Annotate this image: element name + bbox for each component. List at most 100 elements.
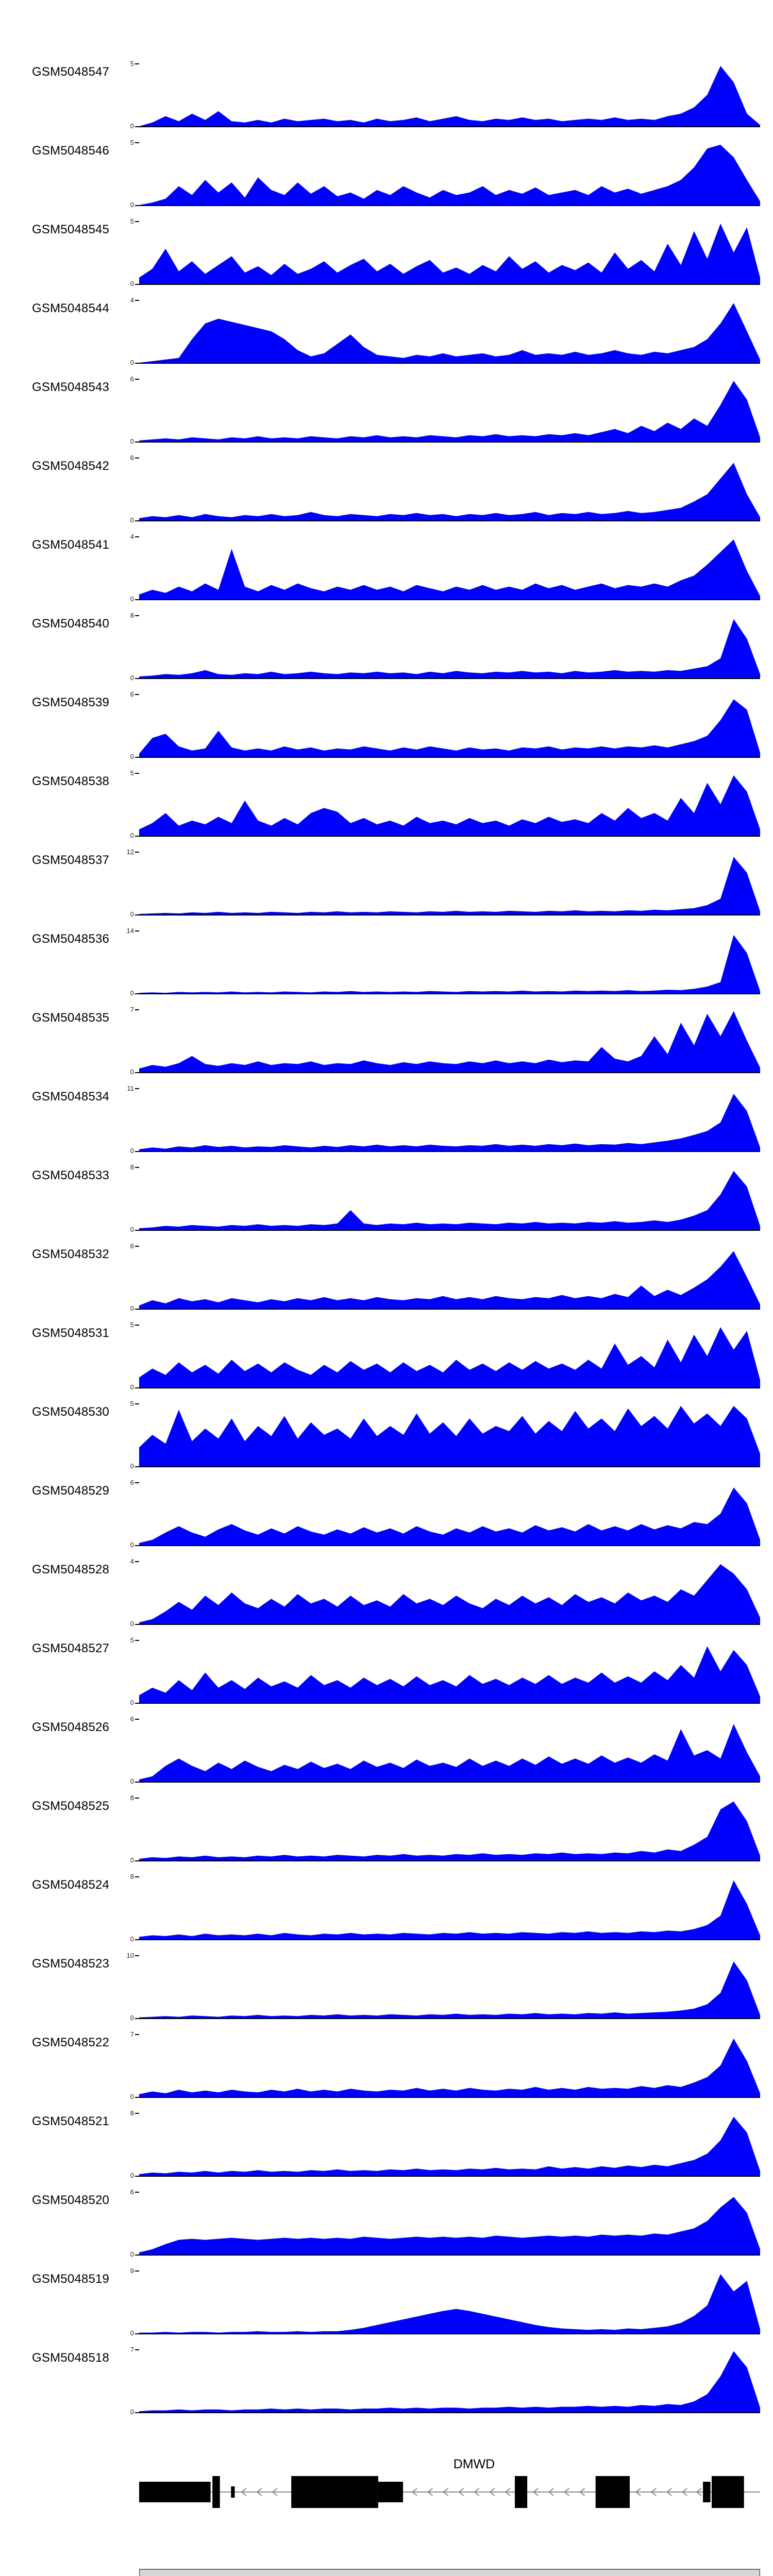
y-axis-zero-tick: 0 <box>130 1383 134 1391</box>
y-axis-max-tickmark <box>135 63 139 64</box>
coverage-track: GSM5048525 8 0 <box>0 1786 773 1865</box>
y-axis-zero-tick: 0 <box>130 832 134 839</box>
coverage-polygon <box>139 1171 760 1230</box>
coverage-track: GSM5048540 8 0 <box>0 603 773 682</box>
y-axis-max-tickmark <box>135 1246 139 1247</box>
coverage-polygon <box>139 144 760 205</box>
coverage-polygon <box>139 619 760 678</box>
exon-box <box>139 2482 211 2502</box>
y-axis-zero-tickmark <box>135 1624 139 1625</box>
y-axis-zero-tick: 0 <box>130 2172 134 2179</box>
y-axis-max-tickmark <box>135 536 139 537</box>
y-axis-max-tickmark <box>135 379 139 380</box>
coverage-polygon <box>139 1880 760 1939</box>
y-axis-zero-tickmark <box>135 836 139 837</box>
y-axis-max-tick: 4 <box>130 296 134 304</box>
y-axis-max-tick: 5 <box>130 139 134 146</box>
coverage-area-plot <box>139 2274 760 2333</box>
y-axis-max-tickmark <box>135 2270 139 2272</box>
y-axis-zero-tickmark <box>135 1072 139 1073</box>
y-axis-max-tick: 5 <box>130 1321 134 1329</box>
coverage-area-plot <box>139 223 760 284</box>
coverage-track: GSM5048539 6 0 <box>0 682 773 761</box>
y-axis-max-tick: 7 <box>130 1006 134 1013</box>
y-axis-max-tickmark <box>135 300 139 301</box>
track-label: GSM5048532 <box>32 1247 110 1261</box>
y-axis-max-tickmark <box>135 142 139 143</box>
y-axis-max-tickmark <box>135 2349 139 2350</box>
coverage-track: GSM5048541 4 0 <box>0 524 773 603</box>
y-axis-max-tickmark <box>135 1640 139 1641</box>
coverage-area-plot <box>139 1724 760 1782</box>
strand-arrow-icon <box>458 2488 464 2496</box>
gene-name-label: DMWD <box>453 2457 495 2471</box>
y-axis-zero-tick: 0 <box>130 1226 134 1233</box>
y-axis-zero-tickmark <box>135 678 139 679</box>
coverage-area-plot <box>139 1961 760 2018</box>
y-axis-zero-tick: 0 <box>130 1068 134 1076</box>
coverage-track: GSM5048529 6 0 <box>0 1470 773 1549</box>
chromosome-ruler-row: chr19 <box>0 2568 773 2576</box>
track-label: GSM5048546 <box>32 144 110 158</box>
coverage-track: GSM5048545 5 0 <box>0 209 773 288</box>
coverage-track: GSM5048535 7 0 <box>0 997 773 1076</box>
strand-arrow-icon <box>650 2488 657 2496</box>
coverage-area-plot <box>139 775 760 836</box>
y-axis-max-tick: 5 <box>130 217 134 225</box>
y-axis-zero-tickmark <box>135 2333 139 2334</box>
y-axis-zero-tickmark <box>135 1860 139 1861</box>
y-axis-zero-tickmark <box>135 1309 139 1310</box>
y-axis-zero-tick: 0 <box>130 1462 134 1470</box>
coverage-chart: 10 0 <box>127 1952 760 2021</box>
track-label: GSM5048522 <box>32 2036 110 2049</box>
y-axis-max-tick: 14 <box>126 927 134 935</box>
strand-arrow-icon <box>635 2488 641 2496</box>
coverage-polygon <box>139 1327 760 1387</box>
coverage-area-plot <box>139 935 760 993</box>
coverage-track: GSM5048520 6 0 <box>0 2180 773 2259</box>
track-label: GSM5048528 <box>32 1563 110 1577</box>
coverage-polygon <box>139 1094 760 1151</box>
coverage-chart: 12 0 <box>127 849 760 918</box>
coverage-track: GSM5048536 14 0 <box>0 919 773 997</box>
coverage-area-plot <box>139 1801 760 1860</box>
gene-model-diagram <box>139 2476 760 2508</box>
coverage-area-plot <box>139 619 760 678</box>
track-label: GSM5048519 <box>32 2272 110 2286</box>
y-axis-zero-tick: 0 <box>130 753 134 760</box>
exon-box <box>712 2476 744 2508</box>
coverage-track: GSM5048542 6 0 <box>0 446 773 524</box>
y-axis-max-tick: 6 <box>130 690 134 698</box>
exon-box <box>515 2476 528 2508</box>
y-axis-zero-tickmark <box>135 1387 139 1388</box>
coverage-polygon <box>139 539 760 599</box>
coverage-area-plot <box>139 2116 760 2176</box>
y-axis-max-tick: 6 <box>130 2188 134 2196</box>
y-axis-max-tickmark <box>135 457 139 459</box>
exon-box <box>595 2476 630 2508</box>
y-axis-max-tickmark <box>135 852 139 853</box>
strand-arrow-icon <box>666 2488 672 2496</box>
track-label: GSM5048518 <box>32 2351 110 2365</box>
y-axis-max-tickmark <box>135 1325 139 1326</box>
y-axis-max-tick: 8 <box>130 1794 134 1802</box>
strand-arrow-icon <box>427 2488 433 2496</box>
coverage-area-plot <box>139 2351 760 2412</box>
y-axis-zero-tick: 0 <box>130 1620 134 1628</box>
coverage-track: GSM5048537 12 0 <box>0 840 773 919</box>
strand-arrow-icon <box>474 2488 480 2496</box>
coverage-area-plot <box>139 857 760 914</box>
track-label: GSM5048521 <box>32 2114 110 2128</box>
y-axis-max-tick: 7 <box>130 2030 134 2038</box>
coverage-track: GSM5048519 9 0 <box>0 2259 773 2337</box>
strand-arrow-icon <box>532 2488 539 2496</box>
y-axis-zero-tickmark <box>135 757 139 758</box>
coverage-area-plot <box>139 1011 760 1072</box>
